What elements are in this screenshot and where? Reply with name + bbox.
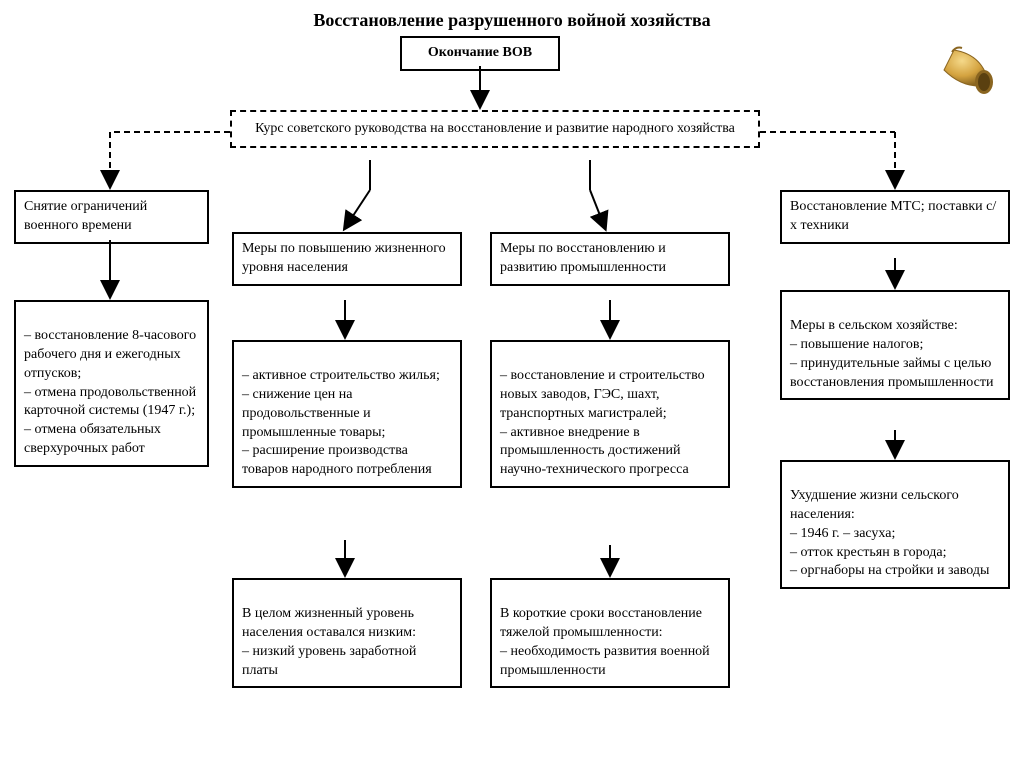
text-industry-result: В короткие сроки восстановление тяжелой … <box>500 606 710 678</box>
text-industry: Меры по восстановлению и развитию промыш… <box>500 241 666 275</box>
text-agri-result: Ухудшение жизни сельского населения: – 1… <box>790 488 989 579</box>
text-living-list: – активное строительство жилья; – снижен… <box>242 368 440 477</box>
box-course: Курс советского руководства на восстанов… <box>230 110 760 148</box>
box-living-result: В целом жизненный уровень населения оста… <box>232 578 462 688</box>
text-agri-measures: Меры в сельском хозяйстве: – повышение н… <box>790 318 993 390</box>
box-restrictions-list: – восстановление 8-часового рабочего дня… <box>14 300 209 467</box>
box-restrictions: Снятие ограничений военного времени <box>14 190 209 244</box>
box-living-standards: Меры по повышению жизненного уровня насе… <box>232 232 462 286</box>
text-living-result: В целом жизненный уровень населения оста… <box>242 606 416 678</box>
box-living-list: – активное строительство жилья; – снижен… <box>232 340 462 488</box>
speaker-icon <box>934 40 994 100</box>
text-restrictions: Снятие ограничений военного времени <box>24 199 147 233</box>
box-mts: Восстановление МТС; поставки с/х техники <box>780 190 1010 244</box>
text-course: Курс советского руководства на восстанов… <box>255 121 735 136</box>
text-industry-list: – восстановление и строительство новых з… <box>500 368 705 477</box>
box-industry-result: В короткие сроки восстановление тяжелой … <box>490 578 730 688</box>
box-industry-list: – восстановление и строительство новых з… <box>490 340 730 488</box>
text-living-standards: Меры по повышению жизненного уровня насе… <box>242 241 446 275</box>
page-title: Восстановление разрушенного войной хозяй… <box>0 10 1024 31</box>
box-agri-measures: Меры в сельском хозяйстве: – повышение н… <box>780 290 1010 400</box>
text-mts: Восстановление МТС; поставки с/х техники <box>790 199 996 233</box>
text-restrictions-list: – восстановление 8-часового рабочего дня… <box>24 328 196 456</box>
box-agri-result: Ухудшение жизни сельского населения: – 1… <box>780 460 1010 589</box>
box-end-of-war: Окончание ВОВ <box>400 36 560 71</box>
text-end-of-war: Окончание ВОВ <box>428 45 532 60</box>
box-industry: Меры по восстановлению и развитию промыш… <box>490 232 730 286</box>
